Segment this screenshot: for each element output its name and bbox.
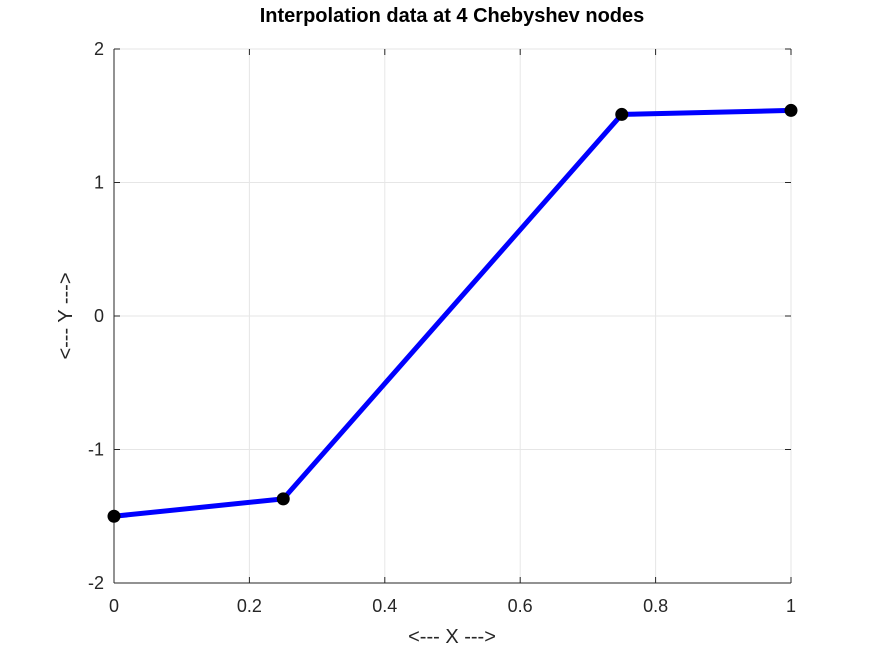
data-point-marker [107,509,121,523]
y-tick-label: -2 [88,573,104,593]
y-tick-label: 0 [94,306,104,326]
chart-title: Interpolation data at 4 Chebyshev nodes [260,5,645,27]
y-axis-label: <--- Y ---> [55,272,77,359]
x-tick-label: 0.4 [372,596,397,616]
y-ticks: -2 -1 0 1 2 [88,39,791,593]
data-point-marker [784,103,798,117]
x-tick-label: 0.8 [643,596,668,616]
x-ticks: 0 0.2 0.4 0.6 0.8 1 [109,49,796,616]
series-line [111,107,794,519]
x-tick-label: 0 [109,596,119,616]
series [107,103,798,523]
data-point-marker [276,492,290,506]
data-point-marker [615,107,629,121]
y-tick-label: 1 [94,173,104,193]
x-axis-label: <--- X ---> [408,626,496,648]
x-tick-label: 0.6 [508,596,533,616]
y-tick-label: 2 [94,39,104,59]
plot-area: 0 0.2 0.4 0.6 0.8 1 -2 -1 0 1 2 [88,39,798,616]
x-tick-label: 1 [786,596,796,616]
y-tick-label: -1 [88,440,104,460]
x-tick-label: 0.2 [237,596,262,616]
